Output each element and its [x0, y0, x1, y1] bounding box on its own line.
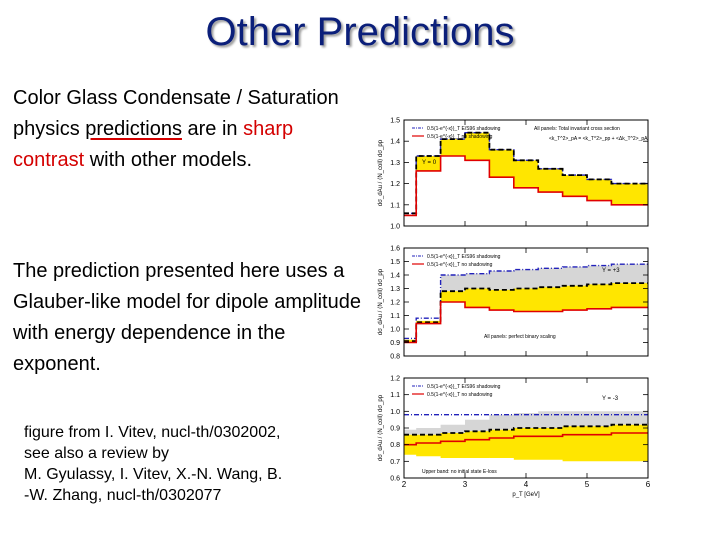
red-solid-line — [404, 432, 648, 446]
paragraph-glauber: The prediction presented here uses a Gla… — [13, 260, 361, 375]
y-tick-label: 1.5 — [390, 118, 400, 125]
y-tick-label: 1.0 — [390, 327, 400, 334]
yellow-band — [404, 283, 648, 343]
para1-text-e: with other models. — [84, 149, 253, 171]
y-tick-label: 1.2 — [390, 181, 400, 188]
x-axis-label: p_T [GeV] — [512, 492, 540, 498]
panel-2: 0.8 0.9 1.0 1.1 1.2 1.3 1.4 1.5 1.6 dσ_dAu / ⟨N_c… — [377, 246, 649, 361]
y-tick-label: 1.3 — [390, 286, 400, 293]
x-tick-label: 6 — [646, 480, 651, 489]
y-tick-label: 0.9 — [390, 340, 400, 347]
x-tick-label: 5 — [585, 480, 590, 489]
y-tick-label: 1.1 — [390, 313, 400, 320]
slide-title: Other Predictions — [205, 10, 515, 54]
citation-line-4: -W. Zhang, nucl-th/0302077 — [24, 487, 222, 504]
ratio-figure: 1.0 1.1 1.2 1.3 1.4 1.5 dσ_dAu / ⟨N_coll⟩ dσ_p… — [377, 118, 651, 499]
y-tick-label: 1.2 — [390, 300, 400, 307]
para1-text-c: are in — [181, 118, 244, 140]
red-solid-line — [404, 301, 648, 344]
grey-band — [404, 411, 648, 435]
citation: figure from I. Vitev, nucl-th/0302002, s… — [24, 422, 364, 506]
y-axis-label: dσ_dAu / ⟨N_coll⟩ dσ_pp — [377, 268, 384, 335]
y-tick-label: 1.0 — [390, 409, 400, 416]
legend-entry-1: 0.5(1-e^{-x})_T E/S96 shadowing — [427, 254, 501, 260]
rapidity-label: Y = -3 — [602, 396, 619, 402]
x-tick-label: 4 — [524, 480, 529, 489]
annotation-kt-broadening: <k_T^2>_pA = <k_T^2>_pp + <Δk_T^2>_pA — [549, 136, 648, 142]
annotation-upper-band: Upper band: no initial state E-loss — [422, 469, 497, 475]
legend-entry-1: 0.5(1-e^{-x})_T E/S96 shadowing — [427, 126, 501, 132]
y-tick-label: 0.9 — [390, 426, 400, 433]
grey-band — [404, 264, 648, 340]
paragraph-cgc: Color Glass Condensate / Saturation phys… — [13, 83, 358, 176]
panel-3: 0.6 0.7 0.8 0.9 1.0 1.1 1.2 dσ_dAu / ⟨N_coll⟩ d… — [377, 376, 649, 483]
y-tick-label: 1.4 — [390, 273, 400, 280]
y-tick-label: 1.1 — [390, 202, 400, 209]
predictions-underlined: predictions — [85, 118, 182, 140]
x-tick-label: 3 — [463, 480, 468, 489]
yellow-band — [404, 424, 648, 462]
black-dashed-line — [404, 423, 648, 436]
legend-entry-1: 0.5(1-e^{-x})_T E/S96 shadowing — [427, 384, 501, 390]
citation-line-3: M. Gyulassy, I. Vitev, X.-N. Wang, B. — [24, 466, 283, 483]
y-axis-label: dσ_dAu / ⟨N_coll⟩ dσ_pp — [377, 394, 384, 461]
legend-entry-2: 0.5(1-e^{-x})_T no shadowing — [427, 262, 493, 268]
y-tick-label: 0.7 — [390, 459, 400, 466]
y-tick-label: 1.5 — [390, 259, 400, 266]
y-tick-label: 1.1 — [390, 392, 400, 399]
yellow-band — [404, 132, 648, 216]
rapidity-label: Y = 0 — [422, 160, 437, 166]
legend-entry-2: 0.5(1-e^{-x})_T no shadowing — [427, 134, 493, 140]
annotation-binary-scaling: All panels: perfect binary scaling — [484, 334, 556, 340]
y-tick-label: 1.4 — [390, 139, 400, 146]
y-tick-label: 0.6 — [390, 476, 400, 483]
y-tick-label: 0.8 — [390, 354, 400, 361]
y-tick-label: 1.2 — [390, 376, 400, 383]
rapidity-label: Y = +3 — [602, 268, 620, 274]
y-tick-label: 1.6 — [390, 246, 400, 253]
black-dashed-line — [404, 131, 648, 215]
annotation-total-cross-section: All panels: Total invariant cross sectio… — [534, 126, 620, 132]
para1-text-a: Color Glass Condensate / Saturation phys… — [13, 87, 339, 140]
y-tick-label: 1.3 — [390, 160, 400, 167]
y-tick-label: 1.0 — [390, 224, 400, 231]
y-tick-label: 0.8 — [390, 442, 400, 449]
legend-entry-2: 0.5(1-e^{-x})_T no shadowing — [427, 392, 493, 398]
sharp-contrast-highlight: sharp contrast — [13, 118, 294, 171]
panel-1: 1.0 1.1 1.2 1.3 1.4 1.5 dσ_dAu / ⟨N_coll⟩ dσ_p… — [377, 118, 649, 231]
red-solid-line — [404, 155, 648, 217]
citation-line-1: figure from I. Vitev, nucl-th/0302002, — [24, 424, 281, 441]
x-tick-label: 2 — [402, 480, 407, 489]
y-axis-label: dσ_dAu / ⟨N_coll⟩ dσ_pp — [377, 139, 384, 206]
citation-line-2: see also a review by — [24, 445, 169, 462]
